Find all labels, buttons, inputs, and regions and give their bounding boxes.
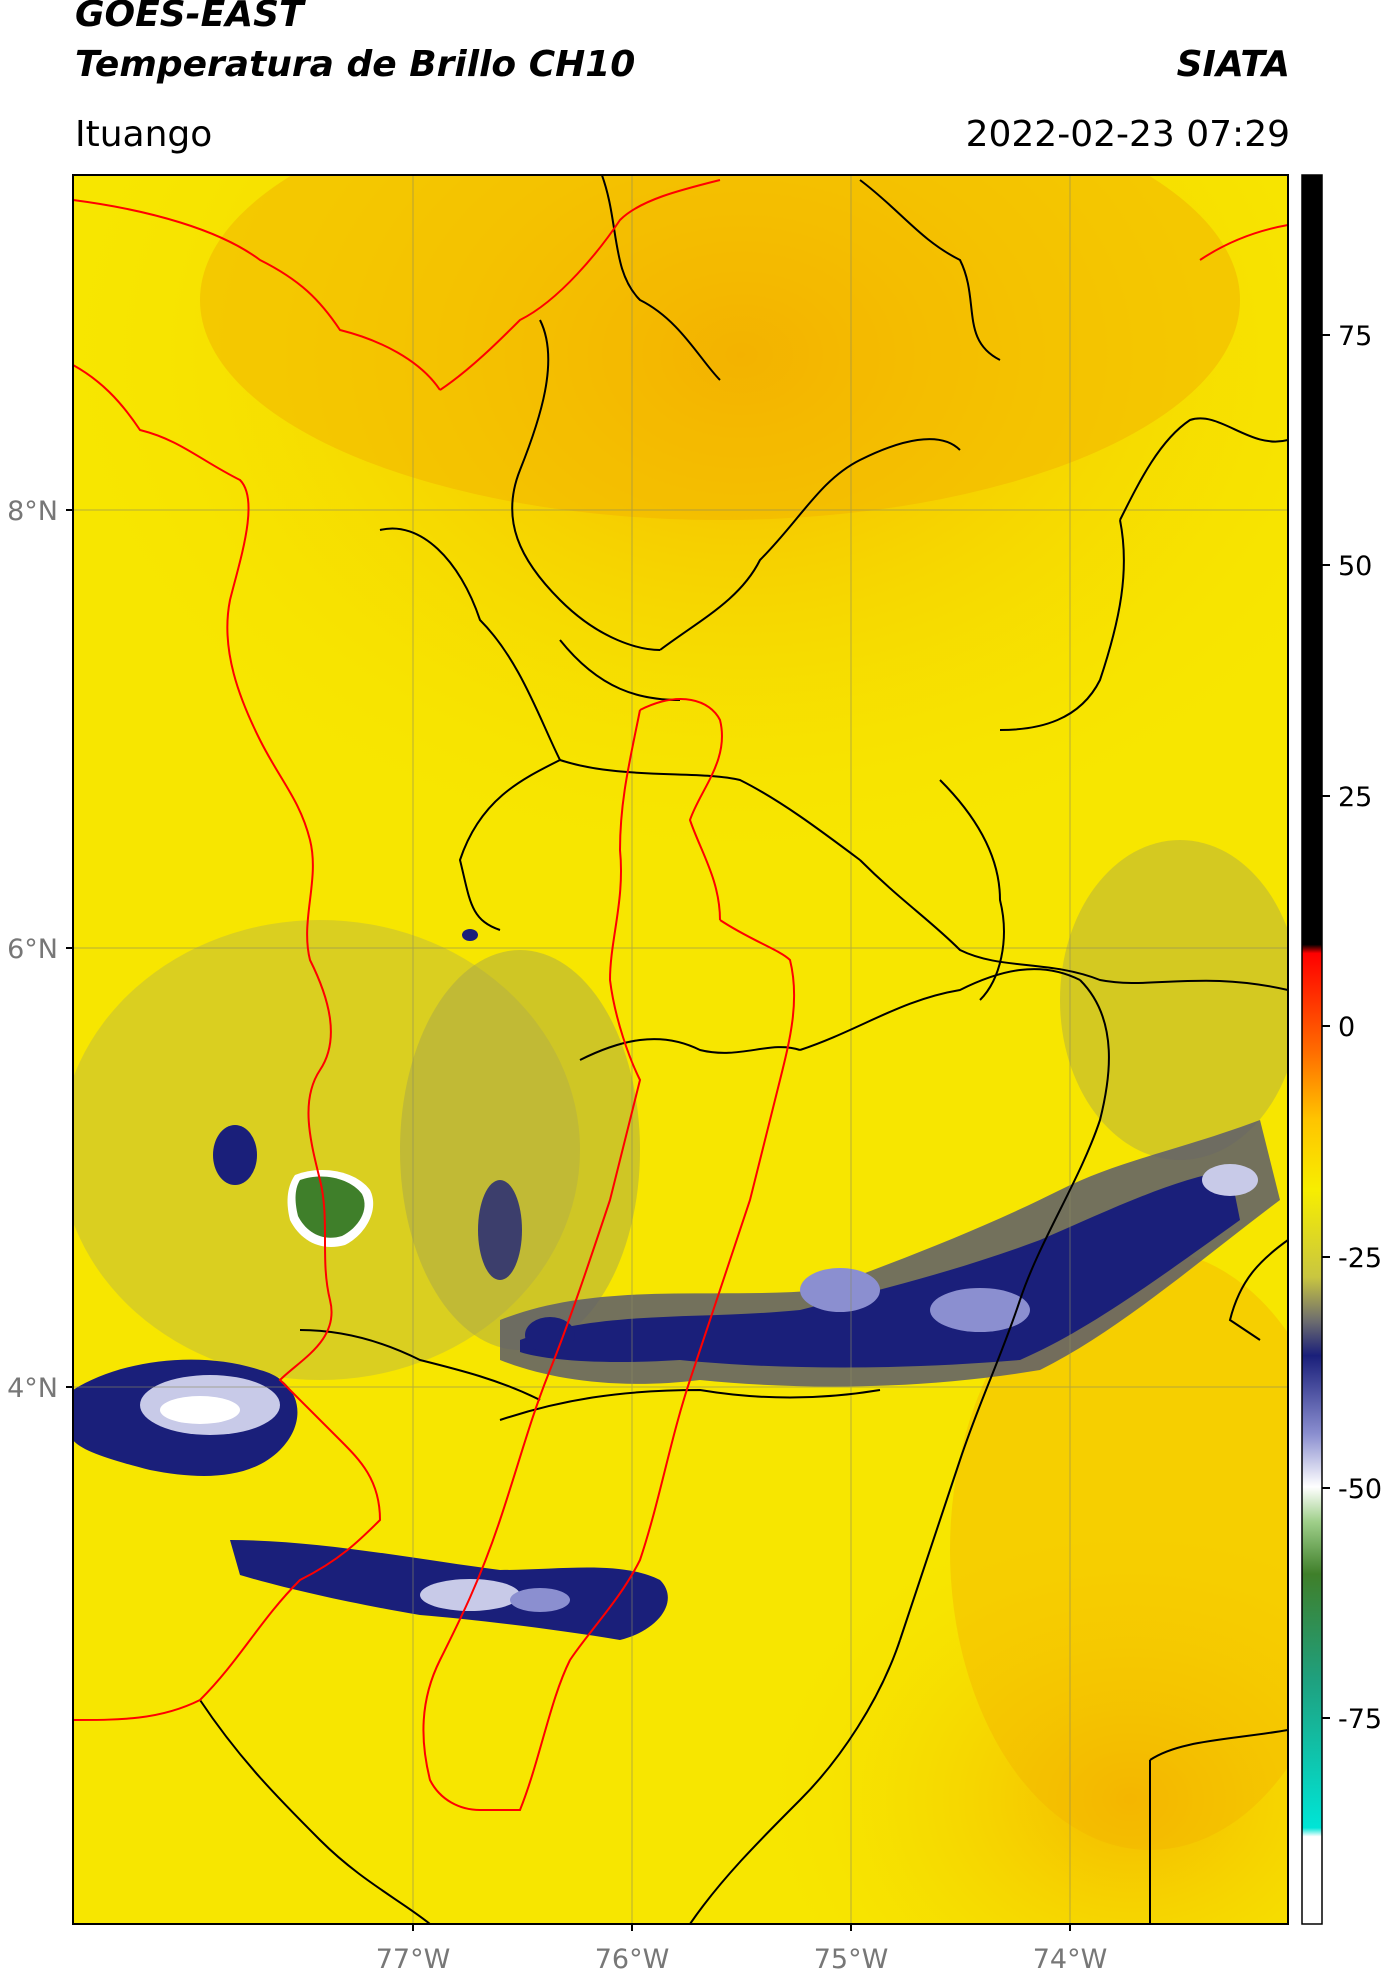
product-title: Temperatura de Brillo CH10: [75, 44, 636, 85]
lon-label-74w: 74°W: [1033, 1944, 1108, 1975]
admin-borders: [199, 175, 1288, 1924]
lat-label-8n: 8°N: [7, 496, 58, 527]
colorbar: [1301, 174, 1323, 1925]
colorbar-tick-50: 50: [1338, 551, 1372, 582]
colorbar-tick-25: 25: [1338, 782, 1372, 813]
colorbar-tick-0: 0: [1338, 1012, 1355, 1043]
lon-label-75w: 75°W: [814, 1944, 889, 1975]
map-frame: [73, 175, 1288, 1924]
colorbar-tick-minus25: -25: [1338, 1243, 1382, 1274]
lat-label-6n: 6°N: [7, 934, 58, 965]
lon-label-77w: 77°W: [376, 1944, 451, 1975]
colorbar-tick-minus50: -50: [1338, 1474, 1382, 1505]
country-borders: [73, 179, 1288, 1811]
lat-label-4n: 4°N: [7, 1373, 58, 1404]
region-label: Ituango: [75, 114, 213, 155]
organization-label: SIATA: [1176, 44, 1290, 85]
datetime-label: 2022-02-23 07:29: [965, 114, 1290, 155]
lon-label-76w: 76°W: [595, 1944, 670, 1975]
colorbar-tick-75: 75: [1338, 321, 1372, 352]
satellite-title: GOES-EAST: [75, 0, 304, 35]
colorbar-tick-minus75: -75: [1338, 1704, 1382, 1735]
map-border: [72, 174, 1289, 1925]
